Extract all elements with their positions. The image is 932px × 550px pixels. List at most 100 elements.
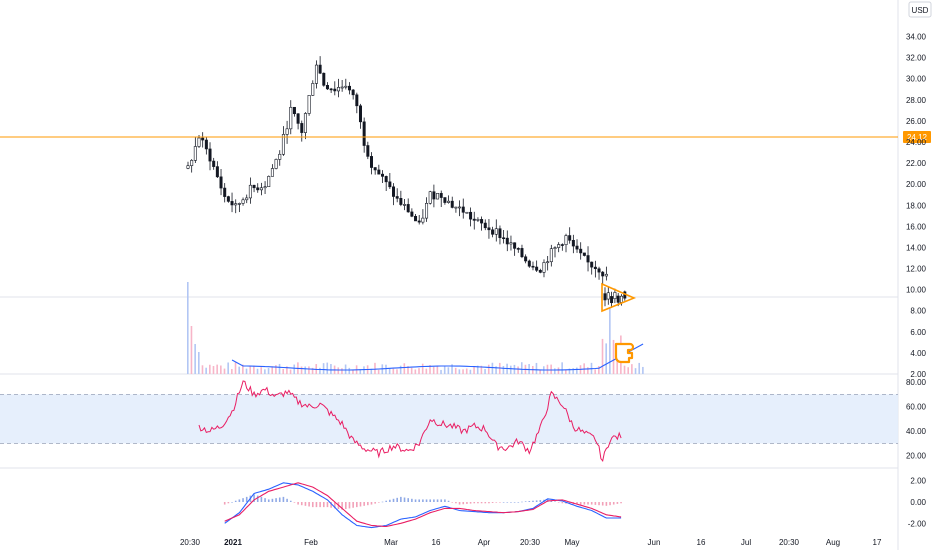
macd-histogram-bar [245, 496, 248, 502]
candle-body [454, 206, 458, 209]
candle-body [278, 153, 282, 160]
candle-body [553, 247, 557, 250]
macd-histogram-bar [231, 502, 233, 503]
candle-body [491, 229, 495, 235]
volume-bar [242, 364, 244, 374]
candle-body [333, 88, 337, 92]
price-tick-label: 14.00 [906, 243, 927, 252]
macd-histogram-bar [469, 502, 472, 504]
candle-body [597, 268, 601, 273]
volume-bar [286, 366, 288, 374]
macd-histogram-bar [451, 502, 454, 503]
candle-body [193, 146, 197, 161]
macd-histogram-bar [392, 498, 395, 502]
time-tick-label: Jul [741, 538, 751, 547]
macd-histogram-bar [271, 498, 274, 502]
volume-bar [194, 344, 196, 374]
candle-body [252, 184, 256, 189]
candle-body [410, 211, 414, 217]
macd-histogram-bar [403, 497, 406, 502]
rsi-tick-label: 80.00 [906, 378, 927, 387]
volume-bar [308, 366, 310, 374]
macd-histogram-bar [422, 499, 424, 502]
time-tick-label: 20:30 [180, 538, 201, 547]
volume-bar [187, 282, 189, 374]
candle-body [487, 227, 491, 231]
candle-body [318, 64, 322, 74]
volume-bar [275, 365, 277, 374]
candle-body [388, 181, 392, 188]
candle-body [197, 137, 201, 147]
volume-bar [594, 369, 596, 374]
price-candles[interactable] [186, 56, 627, 308]
volume-bar [348, 367, 351, 374]
macd-histogram-bar [267, 499, 270, 502]
candle-body [436, 193, 440, 200]
volume-bar [605, 343, 607, 374]
price-tick-label: 2.00 [910, 370, 926, 379]
macd-histogram-bar [576, 502, 578, 505]
volume-bar [454, 367, 457, 374]
candle-body [428, 191, 432, 204]
volume-bar [392, 368, 395, 374]
macd-histogram-bar [568, 502, 571, 504]
volume-bar [601, 338, 604, 374]
candle-body [557, 244, 561, 248]
candle-body [564, 235, 568, 246]
macd-histogram-bar [330, 502, 332, 508]
volume-bar [458, 369, 461, 374]
volume-bar [440, 369, 442, 374]
candle-body [314, 64, 318, 84]
macd-histogram-bar [289, 500, 292, 502]
macd-histogram-bar [444, 499, 446, 502]
macd-histogram-bar [539, 500, 542, 502]
macd-histogram-bar [381, 501, 384, 503]
macd-histogram-bar [389, 499, 391, 502]
candle-body [535, 266, 539, 271]
axes: 34.00 32.00 30.00 28.00 26.00 24.00 22.00 20.00… [180, 33, 927, 547]
candle-body [603, 293, 607, 301]
macd-histogram-bar [491, 502, 494, 503]
candle-body [351, 89, 355, 96]
candle-body [215, 166, 219, 178]
macd-pane [223, 482, 622, 529]
time-tick-label: Mar [384, 538, 398, 547]
candle-body [516, 248, 520, 250]
macd-histogram-bar [601, 502, 604, 506]
candle-body [362, 121, 366, 146]
price-tick-label: 32.00 [906, 54, 927, 63]
volume-bar [238, 366, 240, 374]
volume-bar [264, 369, 266, 374]
candle-body [546, 261, 550, 264]
candle-body [377, 169, 381, 175]
candle-body [472, 218, 476, 221]
level-price-badge [903, 131, 931, 143]
candle-body [190, 160, 194, 166]
candle-body [568, 235, 572, 241]
currency-badge[interactable] [908, 1, 932, 18]
volume-bar [429, 365, 431, 374]
volume-bar [535, 362, 538, 374]
macd-histogram-bar [557, 502, 560, 503]
macd-histogram-bar [605, 502, 608, 506]
annotations[interactable] [601, 282, 637, 364]
macd-histogram-bar [300, 502, 303, 506]
volume-bar [403, 363, 406, 374]
volume-bar [205, 367, 207, 374]
rsi-tick-label: 60.00 [906, 403, 927, 412]
candle-body [204, 139, 208, 150]
candle-body [571, 239, 575, 247]
volume-bar [216, 364, 218, 374]
volume-bar [638, 362, 641, 374]
horizontal-level[interactable]: 24.12 [0, 131, 931, 143]
candle-body [373, 167, 377, 171]
candle-body [575, 245, 579, 250]
rsi-tick-label: 40.00 [906, 427, 927, 436]
candle-body [223, 187, 227, 197]
macd-histogram-bar [598, 502, 600, 506]
volume-bar [462, 369, 464, 374]
macd-histogram-bar [253, 494, 255, 502]
macd-histogram-bar [400, 496, 402, 502]
